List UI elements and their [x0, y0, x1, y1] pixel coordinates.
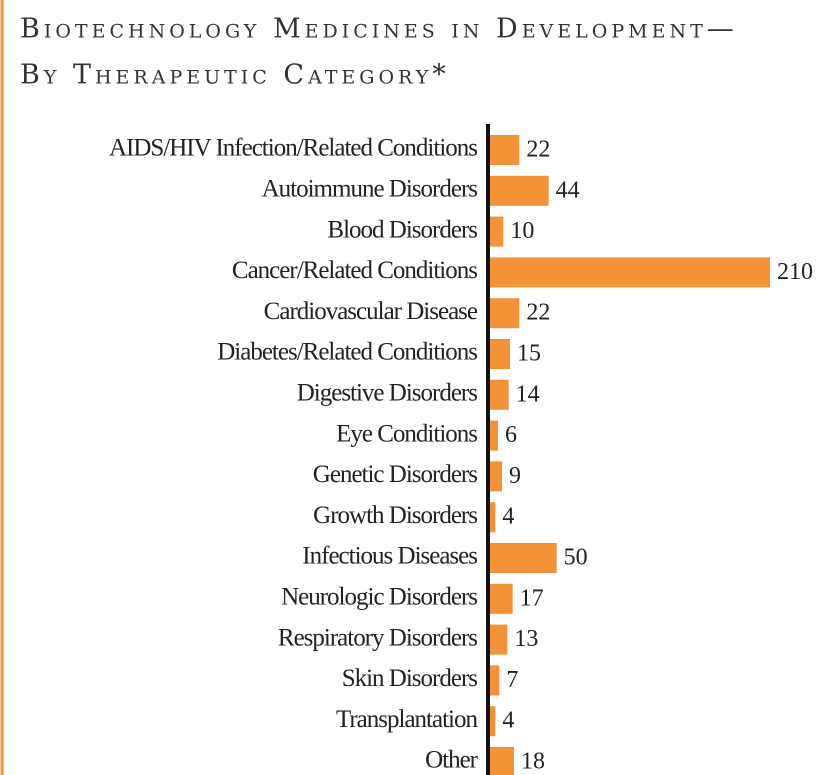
value-label: 14 — [516, 381, 540, 407]
bar — [490, 583, 513, 614]
category-label: Digestive Disorders — [297, 380, 478, 407]
value-label: 22 — [526, 137, 550, 163]
category-label: Blood Disorders — [327, 216, 477, 243]
category-label: Diabetes/Related Conditions — [217, 339, 477, 366]
bar — [490, 665, 500, 696]
bar — [490, 543, 557, 573]
category-label: Autoimmune Disorders — [262, 176, 478, 203]
value-label: 4 — [502, 708, 514, 734]
bar — [490, 624, 508, 655]
value-label: 9 — [509, 463, 521, 489]
bar — [490, 379, 509, 410]
bar — [490, 420, 498, 451]
category-label: Skin Disorders — [342, 665, 478, 692]
value-label: 6 — [505, 422, 517, 448]
category-label: Genetic Disorders — [313, 461, 477, 488]
category-label: Transplantation — [336, 706, 479, 733]
bar — [490, 747, 514, 775]
bar — [490, 502, 496, 533]
category-label: AIDS/HIV Infection/Related Conditions — [109, 135, 477, 162]
chart-title: Biotechnology Medicines in Development— — [20, 14, 738, 45]
bar — [490, 175, 549, 206]
value-label: 44 — [556, 177, 580, 203]
value-label: 4 — [502, 504, 514, 530]
bar — [490, 461, 502, 492]
value-label: 18 — [521, 749, 545, 775]
bar — [490, 257, 770, 288]
value-label: 7 — [506, 667, 518, 693]
category-label: Cancer/Related Conditions — [232, 257, 477, 284]
value-label: 15 — [517, 341, 541, 367]
value-label: 17 — [520, 585, 544, 611]
value-label: 13 — [514, 626, 538, 652]
value-label: 10 — [510, 218, 534, 244]
category-label: Respiratory Disorders — [278, 624, 477, 651]
category-label: Infectious Diseases — [302, 543, 477, 570]
value-label: 210 — [777, 259, 813, 285]
bar — [490, 135, 520, 165]
bar — [490, 298, 520, 329]
bar — [490, 706, 496, 737]
bar — [490, 216, 504, 247]
chart-subtitle: By Therapeutic Category* — [20, 60, 450, 91]
category-label: Cardiovascular Disease — [264, 298, 478, 325]
category-label: Eye Conditions — [336, 420, 477, 447]
category-label: Neurologic Disorders — [281, 584, 477, 611]
category-label: Other — [425, 747, 479, 774]
category-label: Growth Disorders — [313, 502, 477, 529]
bar — [490, 339, 510, 369]
value-label: 22 — [526, 300, 550, 326]
value-label: 50 — [564, 545, 588, 571]
